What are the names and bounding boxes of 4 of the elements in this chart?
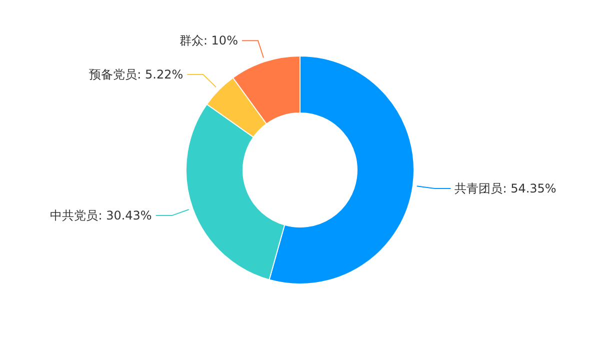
slice-label: 中共党员: 30.43% xyxy=(50,208,152,223)
slice-label: 共青团员: 54.35% xyxy=(454,182,556,196)
slice-label: 群众: 10% xyxy=(179,34,238,48)
slice-label: 预备党员: 5.22% xyxy=(89,68,184,82)
